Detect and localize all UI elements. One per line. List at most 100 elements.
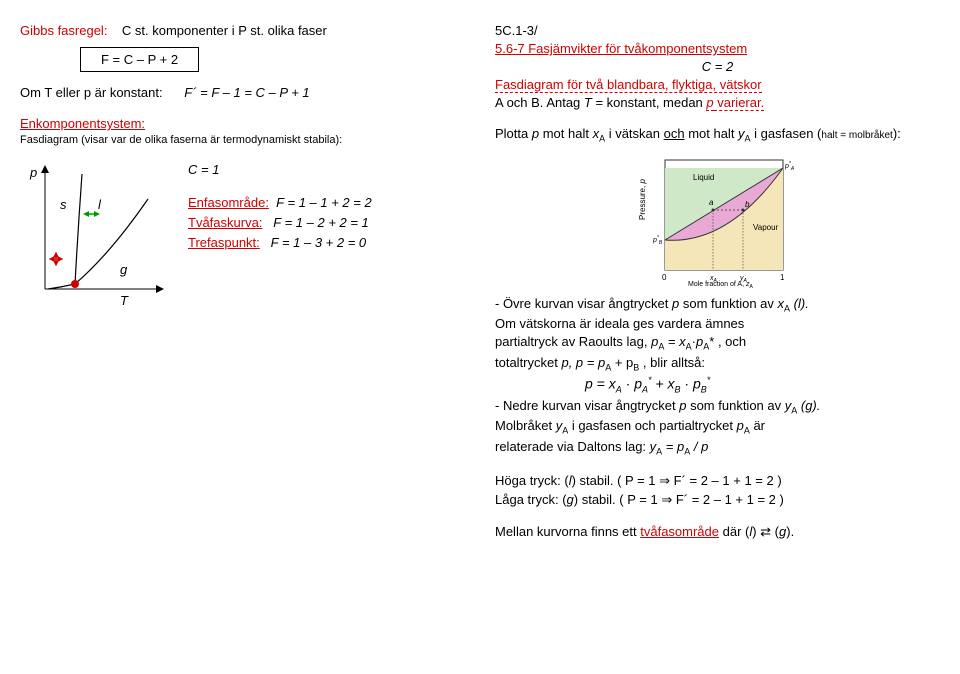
pt-diagram: p T s l g [20, 159, 170, 309]
gibbs-desc: C st. komponenter i P st. olika faser [122, 23, 327, 38]
d2-p: / p [690, 439, 708, 454]
c-equals-2: C = 2 [495, 59, 940, 74]
intro-p: p [706, 95, 713, 111]
svg-text:b: b [745, 200, 750, 209]
hp-a: Höga tryck: ( [495, 473, 569, 488]
pt-diagram-svg: p T s l g [20, 159, 170, 309]
left-column: Gibbs fasregel: C st. komponenter i P st… [20, 20, 465, 543]
dalton-1: Molbråket yA i gasfasen och partialtryck… [495, 418, 940, 436]
t-axis-label: T [120, 293, 129, 308]
total-pressure-eq: p = xA · pA* + xB · pB* [585, 375, 940, 394]
between-curves-line: Mellan kurvorna finns ett tvåfasområde d… [495, 524, 940, 540]
lower-curve-line: - Nedre kurvan visar ångtrycket p som fu… [495, 398, 940, 416]
d1-p: p [737, 418, 744, 433]
dalton-2: relaterade via Daltons lag: yA = pA / p [495, 439, 940, 457]
plotta-p: p [532, 126, 539, 141]
lc-a: - Nedre kurvan visar ångtrycket [495, 398, 679, 413]
enfas-eq: F = 1 – 1 + 2 = 2 [276, 195, 372, 210]
section-title: 5.6-7 Fasjämvikter för tvåkomponent­syst… [495, 41, 940, 56]
fprime-eq: F´ = F – 1 = C – P + 1 [184, 85, 309, 100]
tvafas-eq: F = 1 – 2 + 2 = 1 [273, 215, 369, 230]
tpe-b: · p [622, 376, 642, 392]
plotta-d: mot halt [685, 126, 738, 141]
svg-text:Pressure, p: Pressure, p [638, 178, 647, 219]
intro-aochb: A och B. Antag [495, 95, 584, 110]
gibbs-title: Gibbs fasregel: C st. komponenter i P st… [20, 23, 465, 38]
enfas-label: Enfasområde: [188, 195, 269, 210]
d2-a: relaterade via Daltons lag: [495, 439, 650, 454]
d2-pA: = p [662, 439, 684, 454]
region-legend: C = 1 Enfasområde: F = 1 – 1 + 2 = 2 Två… [188, 159, 372, 255]
tvafas-line: Tvåfaskurva: F = 1 – 2 + 2 = 1 [188, 215, 372, 232]
trefas-line: Trefaspunkt: F = 1 – 3 + 2 = 0 [188, 235, 372, 252]
plotta-line: Plotta p mot halt xA i vätskan och mot h… [495, 126, 940, 144]
trefas-eq: F = 1 – 3 + 2 = 0 [271, 235, 367, 250]
pxy-figure: a b Liquid Vapour Pressure, p Mole fract… [495, 150, 940, 290]
right-column: 5C.1-3/ 5.6-7 Fasjämvikter för tvåkompon… [495, 20, 940, 543]
low-p-line: Låga tryck: (g) stabil. ( P = 1 ⇒ F´ = 2… [495, 492, 940, 508]
upper-curve-line: - Övre kurvan visar ångtrycket p som fun… [495, 296, 940, 314]
lp-a: Låga tryck: ( [495, 492, 567, 507]
pt-diagram-row: p T s l g C = 1 Enfasområde: F = 1 – 1 +… [20, 159, 465, 309]
pxy-svg: a b Liquid Vapour Pressure, p Mole fract… [633, 150, 803, 290]
constant-tp-text: Om T eller p är konstant: [20, 85, 163, 100]
intro-line-1: Fasdiagram för två blandbara, flyktiga, … [495, 77, 940, 92]
intro-varierar: varierar. [714, 95, 765, 111]
intro-konst: = konstant, medan [592, 95, 707, 110]
bc-tvafas: tvåfasområde [640, 524, 719, 539]
r3-b: + p [611, 355, 633, 370]
plotta-b: mot halt [539, 126, 592, 141]
svg-text:Liquid: Liquid [693, 173, 714, 182]
bc-e: ). [786, 524, 794, 539]
d1-c: i gasfasen och partialtrycket [568, 418, 736, 433]
two-column-layout: Gibbs fasregel: C st. komponenter i P st… [20, 20, 940, 543]
g-region-label: g [120, 262, 128, 277]
trefas-label: Trefaspunkt: [188, 235, 260, 250]
p-axis-label: p [29, 165, 37, 180]
bc-c: där ( [719, 524, 749, 539]
tpe-d: · p [681, 376, 701, 392]
plotta-a: Plotta [495, 126, 532, 141]
r3-c: , blir alltså: [639, 355, 705, 370]
c-equals-1: C = 1 [188, 162, 372, 179]
bc-d: ) ⇄ ( [752, 524, 779, 539]
bc-a: Mellan kurvorna finns ett [495, 524, 640, 539]
r2-a: partialtryck av Raoults lag, [495, 334, 651, 349]
d1-e: är [750, 418, 765, 433]
l-region-label: l [98, 197, 102, 212]
svg-text:1: 1 [780, 273, 785, 282]
tpe-a: p = x [585, 376, 616, 392]
plotta-g: ): [893, 126, 901, 141]
plotta-och: och [664, 126, 685, 141]
phase-rule-equation-box: F = C – P + 2 [80, 47, 199, 72]
r3-a: totaltrycket [495, 355, 561, 370]
s-region-label: s [60, 197, 67, 212]
uc-c: (l). [790, 296, 809, 311]
svg-text:a: a [709, 198, 714, 207]
one-component-heading: Enkomponentsystem: [20, 116, 465, 131]
raoult-3: totaltrycket p, p = pA + pB , blir allts… [495, 355, 940, 373]
section-ref: 5C.1-3/ [495, 23, 940, 38]
lc-b: som funktion av [686, 398, 784, 413]
r2-och: , och [714, 334, 746, 349]
svg-text:p*A: p*A [784, 161, 795, 172]
enfas-line: Enfasområde: F = 1 – 1 + 2 = 2 [188, 195, 372, 212]
fasdiagram-caption: Fasdiagram (visar var de olika faserna ä… [20, 134, 465, 146]
plotta-f: halt = molbråket [821, 130, 892, 141]
hp-b: ) stabil. ( P = 1 ⇒ F´ = 2 – 1 + 1 = 2 ) [572, 473, 782, 488]
plotta-e: i gasfasen ( [751, 126, 822, 141]
plotta-c: i vätskan [605, 126, 664, 141]
r2-eq: = [664, 334, 679, 349]
intro-underlined: Fasdiagram för två blandbara, flyktiga, … [495, 77, 762, 93]
raoult-2: partialtryck av Raoults lag, pA = xA·pA*… [495, 334, 940, 352]
tpe-c: + x [652, 376, 675, 392]
d1-a: Molbråket [495, 418, 556, 433]
r3-p: p, p = p [561, 355, 605, 370]
svg-text:Vapour: Vapour [753, 223, 779, 232]
intro-line-2: A och B. Antag T = konstant, medan p var… [495, 95, 940, 110]
gibbs-label: Gibbs fasregel: [20, 23, 107, 38]
svg-text:0: 0 [662, 273, 667, 282]
raoult-1: Om vätskorna är ideala ges vardera ämnes [495, 316, 940, 331]
lp-b: ) stabil. ( P = 1 ⇒ F´ = 2 – 1 + 1 = 2 ) [574, 492, 784, 507]
lp-g: g [567, 492, 574, 507]
